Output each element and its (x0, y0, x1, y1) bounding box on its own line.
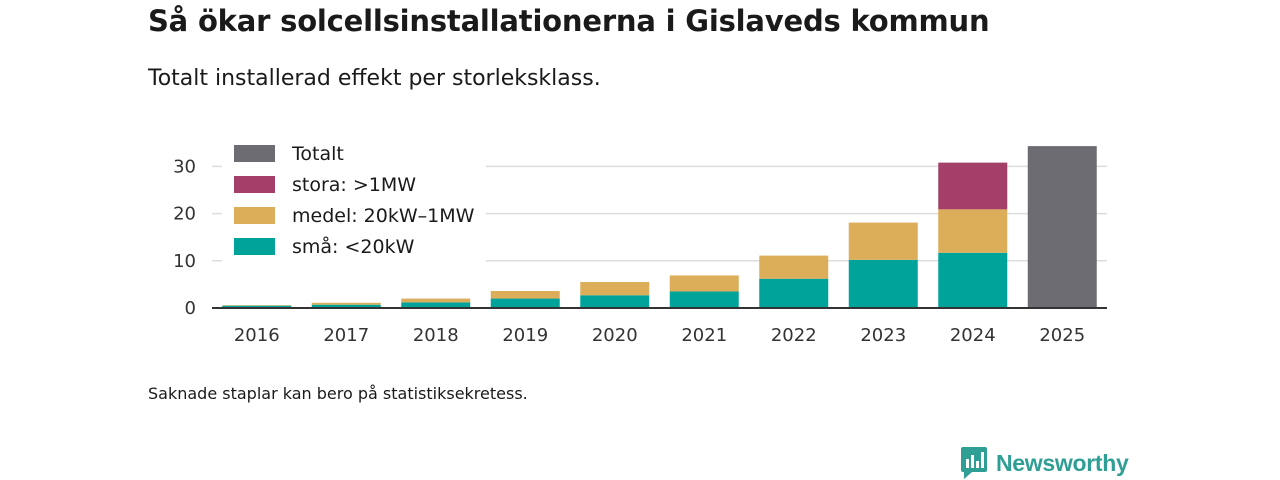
bar-chart: 0 10 20 30 2016 2017 2018 2019 2020 2021 2022 2023 2… (173, 136, 1107, 346)
bar-medium-2017 (311, 302, 381, 305)
newsworthy-logo-icon (961, 447, 987, 479)
x-tick-label: 2018 (413, 325, 459, 346)
bar-large-2024 (938, 162, 1008, 210)
bar-medium-2022 (759, 255, 829, 279)
y-tick-label: 0 (185, 298, 196, 319)
y-tick-label: 10 (173, 251, 196, 272)
legend-label-large: stora: >1MW (292, 174, 416, 196)
bar-small-2020 (580, 295, 650, 308)
legend-label-small: små: <20kW (292, 235, 415, 258)
legend-swatch-large (234, 176, 275, 193)
x-tick-label: 2025 (1039, 325, 1085, 346)
y-tick-label: 30 (173, 156, 196, 177)
footnote: Saknade staplar kan bero på statistiksek… (148, 384, 528, 403)
bar-medium-2020 (580, 282, 650, 296)
x-tick-label: 2022 (771, 325, 817, 346)
bar-medium-2021 (669, 275, 739, 292)
y-tick-label: 20 (173, 204, 196, 225)
newsworthy-logo[interactable]: Newsworthy (960, 446, 1129, 480)
x-tick-label: 2017 (323, 325, 369, 346)
bar-small-2018 (401, 302, 471, 308)
legend-swatch-total (234, 145, 275, 162)
bar-small-2022 (759, 278, 829, 308)
bar-small-2023 (848, 259, 918, 308)
bar-medium-2024 (938, 209, 1008, 253)
x-tick-label: 2023 (860, 325, 906, 346)
chart-subtitle: Totalt installerad effekt per storlekskl… (148, 66, 601, 91)
legend: Totalt stora: >1MW medel: 20kW–1MW små: <20… (222, 136, 486, 262)
bar-small-2019 (490, 298, 560, 308)
x-tick-label: 2019 (502, 325, 548, 346)
x-tick-label: 2021 (681, 325, 727, 346)
legend-label-total: Totalt (291, 143, 344, 165)
x-tick-label: 2024 (950, 325, 996, 346)
brand-name: Newsworthy (996, 449, 1129, 476)
bar-small-2016 (222, 305, 292, 308)
bar-medium-2018 (401, 298, 471, 303)
bars (222, 146, 1097, 308)
x-tick-label: 2016 (234, 325, 280, 346)
bar-medium-2023 (848, 222, 918, 260)
legend-swatch-medium (234, 207, 275, 224)
chart-title: Så ökar solcellsinstallationerna i Gisla… (148, 4, 990, 38)
bar-small-2017 (311, 304, 381, 308)
axes: 0 10 20 30 2016 2017 2018 2019 2020 2021 2022 2023 2… (173, 156, 1107, 346)
legend-swatch-small (234, 238, 275, 255)
bar-small-2021 (669, 291, 739, 308)
bar-medium-2019 (490, 291, 560, 299)
legend-label-medium: medel: 20kW–1MW (292, 205, 475, 227)
bar-small-2024 (938, 252, 1008, 308)
x-tick-label: 2020 (592, 325, 638, 346)
bar-total-2025 (1027, 146, 1097, 308)
